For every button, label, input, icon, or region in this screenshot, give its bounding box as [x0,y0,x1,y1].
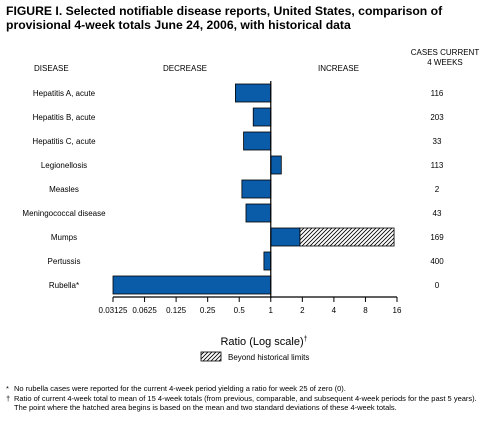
category-label-5: Meningococcal disease [22,209,106,218]
cases-header-line1: CASES CURRENT [410,48,480,57]
cases-value-5: 43 [433,209,442,218]
category-label-0: Hepatitis A, acute [33,89,96,98]
x-tick-label-4: 0.5 [234,306,246,315]
axis-layer [112,81,398,302]
cases-value-8: 0 [435,281,440,290]
category-label-1: Hepatitis B, acute [33,113,96,122]
category-label-6: Mumps [51,233,77,242]
x-tick-label-0: 0.03125 [99,306,128,315]
bar-3 [270,155,282,175]
category-label-8: Rubella* [49,281,79,290]
category-label-3: Legionellosis [41,161,87,170]
x-tick-label-6: 2 [300,306,305,315]
cases-value-3: 113 [431,161,444,170]
x-tick-label-5: 1 [269,306,274,315]
cases-value-2: 33 [433,137,442,146]
category-label-4: Measles [49,185,79,194]
footnote-2-mark: † [6,394,11,403]
bar-2 [243,131,272,151]
cases-value-7: 400 [430,257,444,266]
footnote-1-mark: * [6,384,9,393]
bar-7 [263,251,272,271]
x-tick-label-9: 16 [393,306,402,315]
bar-hatched-6 [299,227,395,247]
category-label-7: Pertussis [48,257,81,266]
bar-0 [235,83,272,103]
footnote-2-text: Ratio of current 4-week total to mean of… [14,394,477,412]
legend-swatch [200,351,222,362]
x-tick-label-7: 4 [332,306,337,315]
cases-value-1: 203 [430,113,444,122]
disease-header: DISEASE [34,64,69,73]
bar-6 [270,227,301,247]
x-tick-label-1: 0.0625 [132,306,157,315]
bar-1 [252,107,272,127]
footnote-1-text: No rubella cases were reported for the c… [14,384,346,393]
cases-header-line2: 4 WEEKS [427,58,463,67]
x-tick-label-2: 0.125 [166,306,187,315]
cases-value-6: 169 [430,233,444,242]
x-axis-label: Ratio (Log scale)† [220,336,307,348]
bar-5 [245,203,272,223]
legend-label: Beyond historical limits [228,353,309,362]
x-tick-label-8: 8 [363,306,368,315]
x-tick-label-3: 0.25 [200,306,216,315]
cases-value-0: 116 [431,89,444,98]
increase-header: INCREASE [318,64,359,73]
decrease-header: DECREASE [163,64,208,73]
bar-8 [112,275,272,295]
bar-4 [241,179,272,199]
figure-title: FIGURE I. Selected notifiable disease re… [6,4,443,32]
cases-value-4: 2 [435,185,440,194]
bars-layer [112,83,395,295]
category-label-2: Hepatitis C, acute [32,137,96,146]
